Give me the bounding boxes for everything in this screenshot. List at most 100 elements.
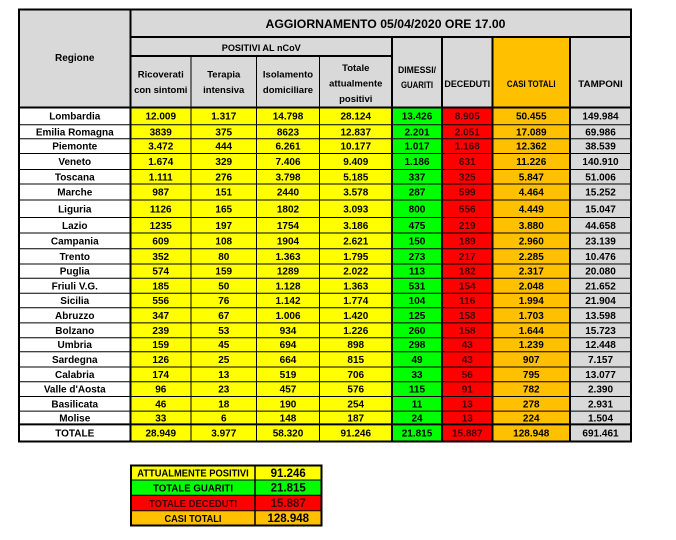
- svg-text:positivi: positivi: [339, 94, 372, 105]
- svg-text:3.093: 3.093: [343, 204, 368, 215]
- svg-text:18: 18: [218, 399, 230, 410]
- svg-text:TOTALE DECEDUTI: TOTALE DECEDUTI: [149, 498, 237, 510]
- svg-text:1.226: 1.226: [343, 326, 368, 337]
- svg-text:53: 53: [218, 326, 230, 337]
- svg-text:10.476: 10.476: [585, 252, 616, 263]
- svg-text:574: 574: [152, 267, 169, 278]
- svg-text:298: 298: [409, 340, 426, 351]
- svg-text:1.186: 1.186: [404, 157, 429, 168]
- svg-text:329: 329: [215, 157, 232, 168]
- svg-text:50.455: 50.455: [516, 112, 547, 123]
- svg-text:21.815: 21.815: [271, 483, 307, 495]
- svg-text:Liguria: Liguria: [58, 204, 92, 215]
- svg-text:21.815: 21.815: [402, 428, 433, 439]
- svg-text:1.128: 1.128: [275, 281, 300, 292]
- svg-text:58.320: 58.320: [273, 428, 304, 439]
- svg-text:556: 556: [152, 296, 169, 307]
- svg-text:190: 190: [280, 399, 297, 410]
- svg-text:2.390: 2.390: [588, 385, 613, 396]
- svg-text:56: 56: [462, 370, 474, 381]
- svg-text:1.504: 1.504: [588, 413, 613, 424]
- svg-text:898: 898: [347, 340, 364, 351]
- svg-text:907: 907: [523, 355, 540, 366]
- svg-text:23: 23: [218, 385, 230, 396]
- svg-text:13: 13: [462, 413, 474, 424]
- svg-text:219: 219: [459, 221, 476, 232]
- svg-text:217: 217: [459, 252, 476, 263]
- svg-text:108: 108: [215, 236, 232, 247]
- svg-text:1.644: 1.644: [519, 326, 544, 337]
- svg-text:Marche: Marche: [57, 188, 92, 199]
- svg-text:Abruzzo: Abruzzo: [55, 311, 94, 322]
- svg-text:556: 556: [459, 204, 476, 215]
- svg-text:3.186: 3.186: [343, 221, 368, 232]
- svg-text:13: 13: [218, 370, 230, 381]
- svg-text:49: 49: [411, 355, 423, 366]
- svg-text:6.261: 6.261: [275, 142, 300, 153]
- svg-text:795: 795: [523, 370, 540, 381]
- svg-text:2.048: 2.048: [519, 281, 544, 292]
- svg-text:28.949: 28.949: [145, 428, 176, 439]
- svg-text:158: 158: [459, 311, 476, 322]
- svg-text:67: 67: [218, 311, 230, 322]
- svg-text:45: 45: [218, 340, 230, 351]
- svg-text:165: 165: [215, 204, 232, 215]
- svg-text:150: 150: [409, 236, 426, 247]
- svg-text:DECEDUTI: DECEDUTI: [444, 79, 490, 90]
- svg-text:519: 519: [280, 370, 297, 381]
- svg-text:1289: 1289: [277, 267, 300, 278]
- svg-text:28.124: 28.124: [340, 112, 371, 123]
- svg-text:Ricoverati: Ricoverati: [138, 70, 184, 81]
- svg-text:91.246: 91.246: [340, 428, 371, 439]
- svg-text:691.461: 691.461: [582, 428, 619, 439]
- svg-text:934: 934: [280, 326, 297, 337]
- svg-text:Sicilia: Sicilia: [60, 296, 89, 307]
- svg-text:1904: 1904: [277, 236, 300, 247]
- svg-text:1126: 1126: [150, 204, 172, 215]
- svg-text:224: 224: [523, 413, 540, 424]
- svg-text:attualmente: attualmente: [329, 78, 382, 89]
- svg-text:113: 113: [409, 267, 426, 278]
- svg-text:287: 287: [409, 188, 426, 199]
- svg-text:197: 197: [215, 221, 232, 232]
- svg-text:104: 104: [409, 296, 426, 307]
- svg-text:1.674: 1.674: [148, 157, 173, 168]
- svg-text:9.409: 9.409: [343, 157, 368, 168]
- svg-text:CASI TOTALI: CASI TOTALI: [507, 79, 556, 90]
- svg-text:337: 337: [409, 172, 426, 183]
- svg-text:457: 457: [280, 385, 297, 396]
- svg-text:33: 33: [411, 370, 423, 381]
- svg-text:347: 347: [152, 311, 169, 322]
- svg-text:576: 576: [347, 385, 364, 396]
- svg-text:187: 187: [347, 413, 364, 424]
- svg-text:Piemonte: Piemonte: [52, 142, 97, 153]
- svg-text:Totale: Totale: [342, 63, 369, 74]
- svg-text:TOTALE GUARITI: TOTALE GUARITI: [153, 482, 233, 494]
- svg-text:1.317: 1.317: [211, 112, 236, 123]
- svg-text:23.139: 23.139: [585, 236, 616, 247]
- svg-text:Isolamento: Isolamento: [263, 70, 313, 81]
- svg-text:128.948: 128.948: [513, 428, 550, 439]
- svg-text:1.111: 1.111: [149, 172, 173, 183]
- svg-text:125: 125: [409, 311, 426, 322]
- svg-text:domiciliare: domiciliare: [263, 85, 313, 96]
- svg-text:782: 782: [523, 385, 540, 396]
- svg-text:239: 239: [152, 326, 169, 337]
- svg-text:1802: 1802: [277, 204, 300, 215]
- svg-text:Basilicata: Basilicata: [51, 399, 98, 410]
- svg-text:24: 24: [411, 413, 423, 424]
- svg-text:609: 609: [152, 236, 169, 247]
- svg-text:254: 254: [347, 399, 364, 410]
- svg-text:Umbria: Umbria: [58, 340, 93, 351]
- svg-text:AGGIORNAMENTO 05/04/2020 ORE 1: AGGIORNAMENTO 05/04/2020 ORE 17.00: [266, 17, 506, 31]
- svg-text:5.847: 5.847: [519, 172, 544, 183]
- svg-text:2.201: 2.201: [404, 127, 429, 138]
- svg-text:2.051: 2.051: [455, 127, 480, 138]
- svg-text:96: 96: [155, 385, 167, 396]
- svg-text:12.837: 12.837: [340, 127, 371, 138]
- svg-text:2440: 2440: [277, 188, 300, 199]
- svg-text:Trento: Trento: [59, 252, 90, 263]
- svg-text:158: 158: [459, 326, 476, 337]
- svg-text:444: 444: [215, 142, 232, 153]
- svg-text:10.177: 10.177: [340, 142, 371, 153]
